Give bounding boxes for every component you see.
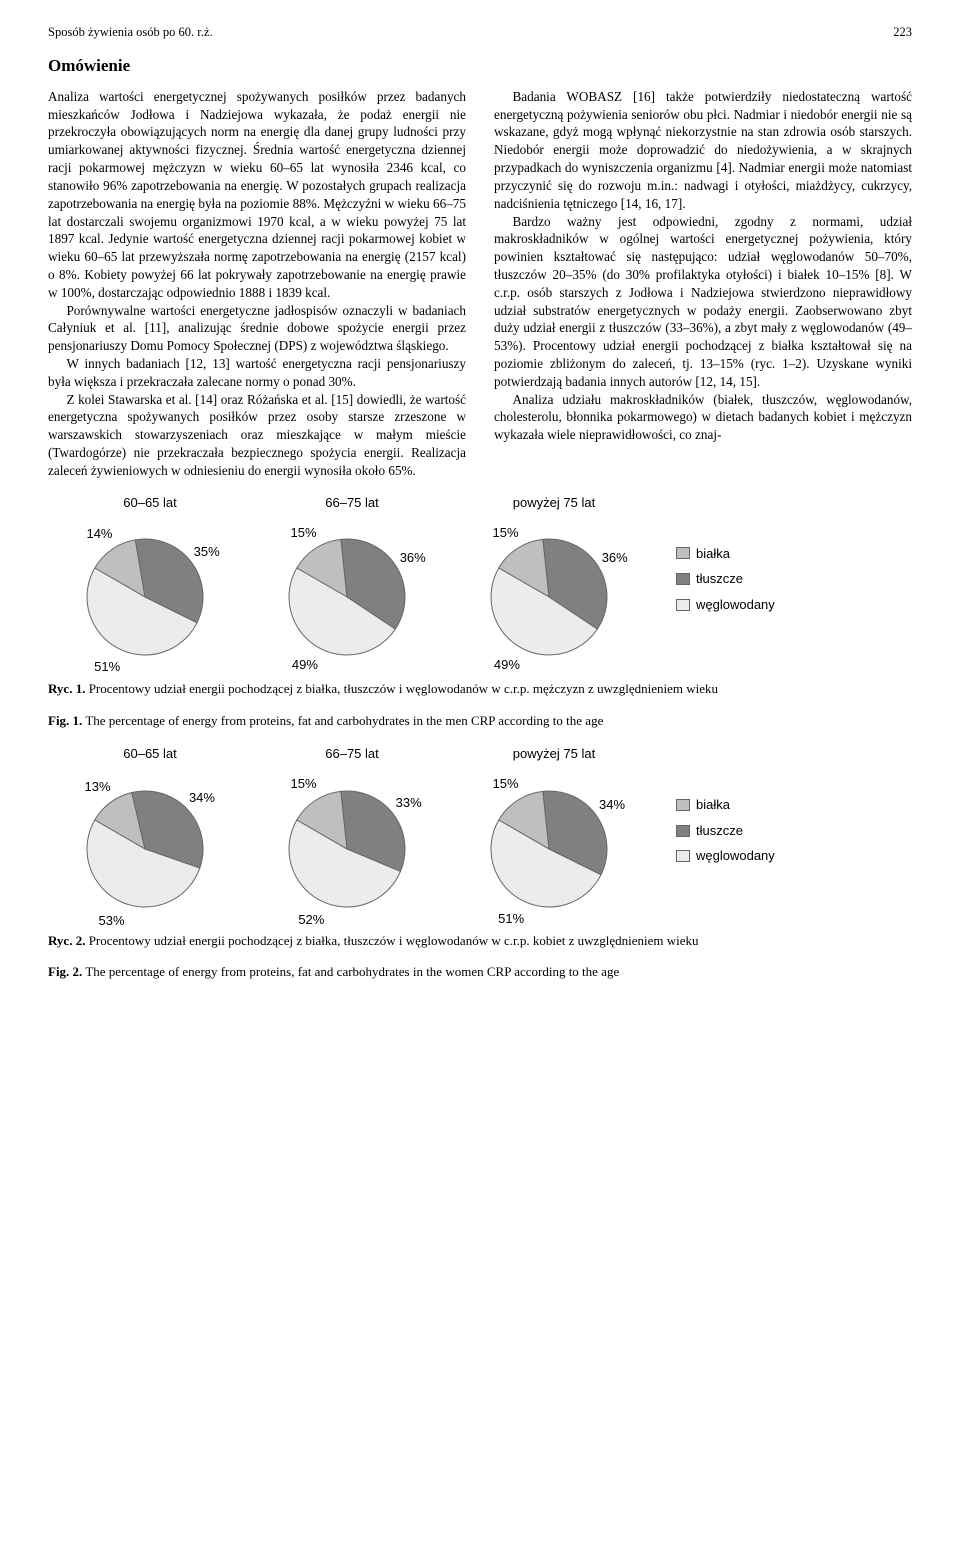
pie-pct-label: 15% bbox=[493, 775, 519, 793]
legend-swatch-carbs bbox=[676, 599, 690, 611]
fig1-pie-1: 15% 36% 49% bbox=[252, 517, 442, 672]
pie-pct-label: 33% bbox=[396, 794, 422, 812]
legend-label-fat: tłuszcze bbox=[696, 570, 743, 588]
pie-pct-label: 51% bbox=[94, 658, 120, 676]
fig2-label-1: 66–75 lat bbox=[252, 745, 452, 763]
body-paragraph: Badania WOBASZ [16] także potwierdziły n… bbox=[494, 88, 912, 213]
pie-pct-label: 15% bbox=[493, 524, 519, 542]
fig2-legend: białka tłuszcze węglowodany bbox=[676, 796, 910, 865]
body-paragraph: Analiza udziału makroskładników (białek,… bbox=[494, 391, 912, 444]
fig1-caption-en-bold: Fig. 1. bbox=[48, 713, 82, 728]
body-text: Analiza wartości energetycznej spożywany… bbox=[48, 88, 912, 480]
pie-pct-label: 51% bbox=[498, 910, 524, 928]
body-paragraph: Bardzo ważny jest odpowiedni, zgodny z n… bbox=[494, 213, 912, 391]
legend-label-protein: białka bbox=[696, 545, 730, 563]
pie-pct-label: 15% bbox=[291, 524, 317, 542]
fig1-caption-en: Fig. 1. The percentage of energy from pr… bbox=[48, 712, 912, 730]
fig1-label-2: powyżej 75 lat bbox=[454, 494, 654, 512]
fig1-pie-0: 14%35%51% bbox=[50, 517, 240, 672]
pie-pct-label: 53% bbox=[99, 912, 125, 930]
fig1-label-0: 60–65 lat bbox=[50, 494, 250, 512]
fig2-caption-pl-text: Procentowy udział energii pochodzącej z … bbox=[85, 933, 698, 948]
fig2-charts: 60–65 lat 13%34%53% 66–75 lat 15%33%52% … bbox=[48, 743, 912, 926]
page-number: 223 bbox=[893, 24, 912, 41]
legend-label-carbs: węglowodany bbox=[696, 596, 775, 614]
fig2-caption-en-text: The percentage of energy from proteins, … bbox=[82, 964, 619, 979]
pie-pct-label: 49% bbox=[494, 656, 520, 674]
legend-swatch-protein bbox=[676, 547, 690, 559]
fig2-pie-0: 13%34%53% bbox=[50, 769, 240, 924]
fig1-caption-pl-bold: Ryc. 1. bbox=[48, 681, 85, 696]
legend-swatch-carbs bbox=[676, 850, 690, 862]
fig1-caption-pl: Ryc. 1. Procentowy udział energii pochod… bbox=[48, 680, 912, 698]
fig1-caption-en-text: The percentage of energy from proteins, … bbox=[82, 713, 603, 728]
pie-pct-label: 13% bbox=[84, 778, 110, 796]
pie-pct-label: 49% bbox=[292, 656, 318, 674]
running-title: Sposób żywienia osób po 60. r.ż. bbox=[48, 24, 213, 41]
running-header: Sposób żywienia osób po 60. r.ż. 223 bbox=[48, 24, 912, 41]
pie-pct-label: 15% bbox=[291, 775, 317, 793]
section-title: Omówienie bbox=[48, 55, 912, 78]
fig2-caption-en-bold: Fig. 2. bbox=[48, 964, 82, 979]
fig1-legend: białka tłuszcze węglowodany bbox=[676, 545, 910, 614]
pie-pct-label: 52% bbox=[298, 911, 324, 929]
body-paragraph: W innych badaniach [12, 13] wartość ener… bbox=[48, 355, 466, 391]
pie-pct-label: 35% bbox=[194, 543, 220, 561]
legend-label-protein: białka bbox=[696, 796, 730, 814]
legend-label-fat: tłuszcze bbox=[696, 822, 743, 840]
body-paragraph: Porównywalne wartości energetyczne jadło… bbox=[48, 302, 466, 355]
fig1-label-1: 66–75 lat bbox=[252, 494, 452, 512]
fig1-charts: 60–65 lat 14%35%51% 66–75 lat 15%36%49% … bbox=[48, 492, 912, 675]
fig1-pie-2: 15% 36% 49% bbox=[454, 517, 644, 672]
pie-pct-label: 36% bbox=[400, 549, 426, 567]
fig1-caption-pl-text: Procentowy udział energii pochodzącej z … bbox=[85, 681, 718, 696]
body-paragraph: Z kolei Stawarska et al. [14] oraz Różań… bbox=[48, 391, 466, 480]
fig2-label-0: 60–65 lat bbox=[50, 745, 250, 763]
fig2-pie-2: 15%34%51% bbox=[454, 769, 644, 924]
body-paragraph: Analiza wartości energetycznej spożywany… bbox=[48, 88, 466, 302]
fig2-pie-1: 15%33%52% bbox=[252, 769, 442, 924]
fig2-label-2: powyżej 75 lat bbox=[454, 745, 654, 763]
legend-swatch-fat bbox=[676, 825, 690, 837]
legend-swatch-protein bbox=[676, 799, 690, 811]
fig2-caption-pl: Ryc. 2. Procentowy udział energii pochod… bbox=[48, 932, 912, 950]
fig2-caption-pl-bold: Ryc. 2. bbox=[48, 933, 85, 948]
legend-label-carbs: węglowodany bbox=[696, 847, 775, 865]
pie-pct-label: 36% bbox=[602, 549, 628, 567]
pie-pct-label: 34% bbox=[189, 789, 215, 807]
fig2-caption-en: Fig. 2. The percentage of energy from pr… bbox=[48, 963, 912, 981]
pie-pct-label: 14% bbox=[86, 525, 112, 543]
pie-pct-label: 34% bbox=[599, 796, 625, 814]
legend-swatch-fat bbox=[676, 573, 690, 585]
